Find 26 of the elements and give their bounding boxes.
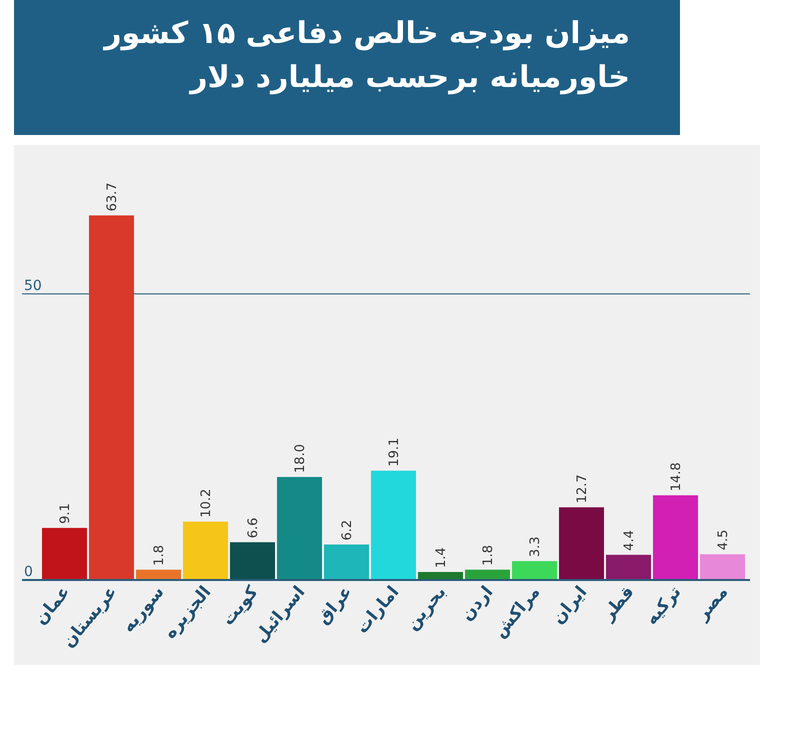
data-label: 10.2 [199, 488, 214, 518]
x-tick-label: سوریه [118, 582, 168, 636]
x-tick-label: مصر [692, 582, 732, 625]
data-label: 63.7 [105, 182, 120, 212]
banner: میزان بودجه خالص دفاعی ۱۵ کشور خاورمیانه برحسب میلیارد دلار [14, 0, 680, 135]
data-label: 12.7 [575, 474, 590, 504]
data-label: 3.3 [528, 536, 544, 558]
data-label: 6.2 [340, 520, 356, 541]
x-tick-label: قطر [598, 582, 638, 626]
data-label: 18.0 [293, 444, 308, 473]
data-label: 4.5 [716, 530, 732, 550]
data-label: 19.1 [387, 438, 402, 467]
data-label: 1.8 [152, 545, 168, 566]
y-tick-label: 0 [24, 564, 33, 580]
data-label: 14.8 [669, 462, 684, 492]
x-tick-label: ایران [548, 582, 592, 628]
x-tick-label: اردن [457, 582, 498, 625]
data-label: 4.4 [622, 530, 638, 551]
x-tick-label: ترکیه [642, 582, 686, 629]
y-tick-label: 50 [24, 278, 42, 294]
chart-title: میزان بودجه خالص دفاعی ۱۵ کشور خاورمیانه برحسب میلیارد دلار [102, 15, 630, 97]
x-tick-label: بحرین [402, 582, 450, 634]
data-label: 1.8 [481, 545, 496, 566]
data-label: 1.4 [434, 547, 450, 568]
data-label: 9.1 [58, 503, 74, 524]
data-label: 6.6 [246, 518, 262, 538]
